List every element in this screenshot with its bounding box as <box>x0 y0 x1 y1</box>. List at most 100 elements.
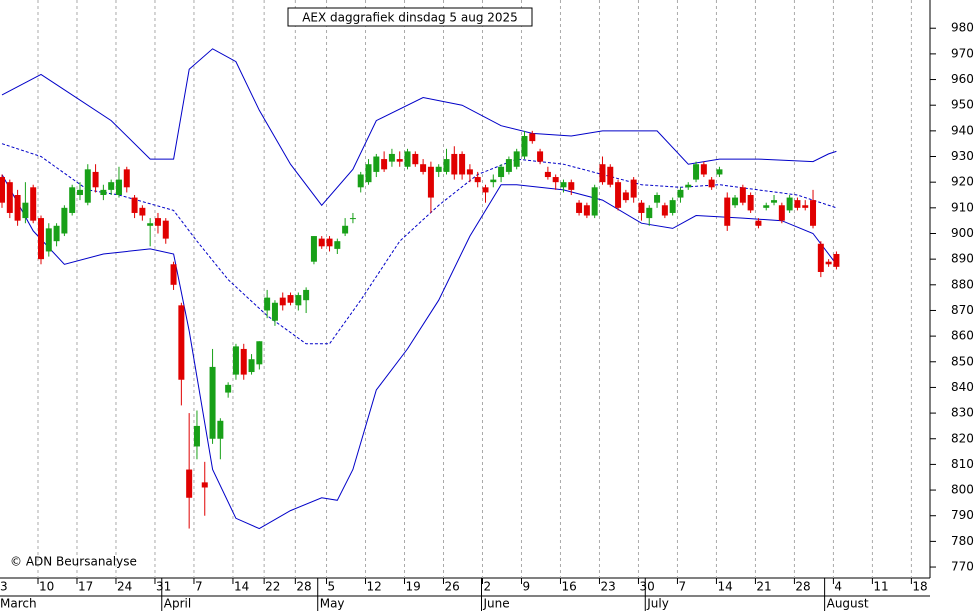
x-tick-label: 4 <box>834 580 842 594</box>
y-tick-label: 830 <box>951 406 974 420</box>
x-tick-label: 10 <box>39 580 54 594</box>
x-tick-label: 9 <box>522 580 530 594</box>
candle-body <box>170 264 177 285</box>
candle-body <box>661 205 668 216</box>
candle-body <box>443 159 450 172</box>
candle-body <box>357 174 364 188</box>
candle-body <box>490 179 497 183</box>
x-tick-label: 14 <box>234 580 249 594</box>
x-tick-label: 31 <box>156 580 171 594</box>
candle-body <box>833 254 840 267</box>
candle-body <box>256 341 263 365</box>
y-tick-label: 870 <box>951 303 974 317</box>
month-label: March <box>0 597 37 611</box>
candle-body <box>732 197 739 206</box>
y-tick-label: 930 <box>951 149 974 163</box>
candle-body <box>646 207 653 219</box>
month-label: June <box>482 597 509 611</box>
candle-body <box>264 297 271 311</box>
candle-body <box>693 164 700 180</box>
candle-body <box>739 187 746 203</box>
candle-body <box>186 469 193 498</box>
y-tick-label: 780 <box>951 534 974 548</box>
candle-body <box>708 179 715 188</box>
candle-body <box>615 182 622 208</box>
candle-body <box>451 153 458 175</box>
candle-body <box>14 195 21 221</box>
candle-body <box>459 153 466 175</box>
candle-body <box>0 177 5 203</box>
candle-body <box>583 205 590 216</box>
x-tick-label: 7 <box>678 580 686 594</box>
y-tick-label: 890 <box>951 252 974 266</box>
candle-body <box>162 220 169 239</box>
candle-body <box>381 159 388 170</box>
x-tick-label: 2 <box>483 580 491 594</box>
candle-body <box>638 202 645 213</box>
candle-body <box>435 166 442 172</box>
candle-body <box>225 384 232 393</box>
candle-body <box>310 236 317 262</box>
candle-body <box>396 159 403 162</box>
x-tick-label: 17 <box>78 580 93 594</box>
y-tick-label: 910 <box>951 200 974 214</box>
candle-body <box>529 133 536 142</box>
x-tick-label: 3 <box>0 580 8 594</box>
candle-body <box>22 202 29 219</box>
candle-body <box>342 225 349 234</box>
candle-body <box>685 184 692 188</box>
candle-body <box>482 187 489 193</box>
y-tick-label: 810 <box>951 457 974 471</box>
y-tick-label: 960 <box>951 72 974 86</box>
x-tick-label: 18 <box>912 580 927 594</box>
candle-body <box>778 205 785 221</box>
candle-body <box>271 302 278 321</box>
candle-body <box>193 425 200 447</box>
y-tick-label: 820 <box>951 431 974 445</box>
candle-body <box>763 205 770 208</box>
candle-body <box>771 200 778 203</box>
candle-body <box>513 151 520 167</box>
candle-body <box>37 218 44 260</box>
candle-body <box>295 295 302 306</box>
candle-body <box>108 182 115 190</box>
candle-body <box>654 195 661 203</box>
candle-body <box>622 192 629 201</box>
candle-body <box>240 348 247 375</box>
candle-body <box>318 238 325 247</box>
candle-body <box>817 243 824 272</box>
candle-body <box>700 164 707 175</box>
x-tick-label: 11 <box>873 580 888 594</box>
month-label: July <box>646 597 669 611</box>
candle-body <box>474 177 481 183</box>
y-tick-label: 770 <box>951 560 974 574</box>
candle-body <box>154 218 161 226</box>
candle-body <box>365 164 372 183</box>
candle-body <box>537 151 544 162</box>
x-tick-label: 7 <box>195 580 203 594</box>
month-label: April <box>164 597 191 611</box>
x-tick-label: 5 <box>328 580 336 594</box>
bands <box>1 48 837 530</box>
chart-title: AEX daggrafiek dinsdag 5 aug 2025 <box>302 11 518 25</box>
candle-body <box>794 200 801 208</box>
y-tick-label: 880 <box>951 277 974 291</box>
band-line <box>1 143 837 345</box>
candle-body <box>131 197 138 213</box>
candle-body <box>69 187 76 213</box>
candle-body <box>53 225 60 242</box>
candle-body <box>209 366 216 439</box>
x-tick-label: 23 <box>600 580 615 594</box>
candle-body <box>388 153 395 162</box>
candle-body <box>217 420 224 439</box>
x-tick-label: 28 <box>795 580 810 594</box>
candle-body <box>178 305 185 380</box>
candles <box>0 130 840 529</box>
candle-body <box>100 189 107 195</box>
x-tick-label: 30 <box>639 580 654 594</box>
candle-body <box>724 197 731 226</box>
candle-body <box>568 182 575 190</box>
candle-body <box>61 207 68 234</box>
candle-body <box>786 197 793 211</box>
candle-body <box>630 179 637 198</box>
